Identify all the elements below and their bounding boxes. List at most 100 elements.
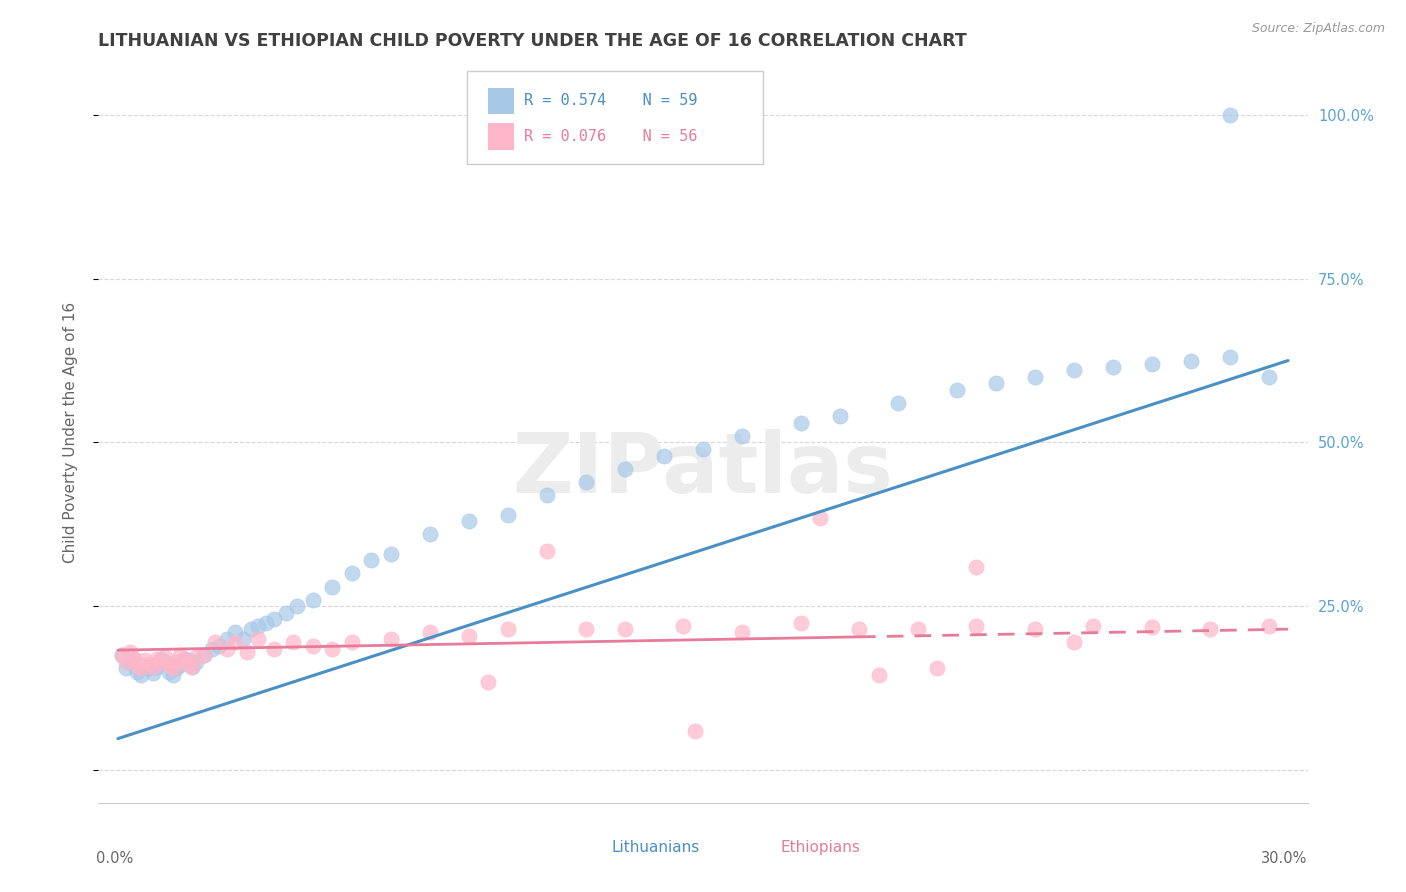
Text: 30.0%: 30.0% — [1261, 851, 1308, 866]
Point — [127, 665, 149, 679]
Point — [302, 639, 325, 653]
Point — [340, 566, 363, 581]
Point — [672, 619, 695, 633]
Point — [173, 651, 195, 665]
Text: 0.0%: 0.0% — [96, 851, 134, 866]
Point — [458, 514, 481, 528]
Point — [1024, 370, 1046, 384]
Point — [131, 668, 153, 682]
Point — [235, 645, 257, 659]
Point — [142, 666, 165, 681]
Point — [122, 651, 145, 665]
Bar — [488, 123, 515, 150]
Point — [477, 674, 499, 689]
Point — [380, 547, 402, 561]
Point — [868, 668, 890, 682]
Point — [263, 612, 285, 626]
Point — [848, 622, 870, 636]
Point — [181, 659, 204, 673]
Point — [157, 665, 180, 679]
Point — [157, 658, 180, 673]
Point — [683, 723, 706, 738]
Point — [193, 648, 215, 663]
Point — [162, 668, 184, 682]
Bar — [582, 838, 603, 858]
Point — [184, 655, 207, 669]
Point — [224, 635, 246, 649]
Point — [285, 599, 308, 614]
Text: Lithuanians: Lithuanians — [612, 839, 699, 855]
Point — [789, 416, 811, 430]
Point — [232, 632, 254, 646]
Point — [247, 619, 270, 633]
Point — [239, 622, 262, 636]
Point — [283, 635, 305, 649]
Point — [193, 648, 215, 663]
Point — [173, 653, 195, 667]
Point — [808, 510, 831, 524]
Point — [1257, 370, 1279, 384]
Point — [340, 635, 363, 649]
Text: ZIPatlas: ZIPatlas — [513, 429, 893, 510]
Point — [1063, 363, 1085, 377]
Bar — [751, 838, 773, 858]
Point — [419, 527, 441, 541]
Text: Ethiopians: Ethiopians — [780, 839, 860, 855]
Point — [496, 508, 519, 522]
Point — [1024, 622, 1046, 636]
Point — [118, 655, 141, 669]
Point — [887, 396, 910, 410]
Point — [111, 648, 134, 663]
Point — [153, 655, 176, 669]
Text: LITHUANIAN VS ETHIOPIAN CHILD POVERTY UNDER THE AGE OF 16 CORRELATION CHART: LITHUANIAN VS ETHIOPIAN CHILD POVERTY UN… — [98, 32, 967, 50]
Point — [162, 661, 184, 675]
Point — [131, 661, 153, 675]
Point — [153, 650, 176, 665]
Point — [118, 645, 141, 659]
Point — [965, 560, 987, 574]
Point — [458, 629, 481, 643]
Point — [1199, 622, 1222, 636]
Point — [169, 648, 191, 663]
Point — [138, 661, 160, 675]
Point — [1140, 620, 1163, 634]
Point — [536, 488, 558, 502]
Point — [208, 639, 231, 653]
Point — [360, 553, 382, 567]
Point — [731, 625, 754, 640]
Point — [1219, 108, 1241, 122]
Text: Source: ZipAtlas.com: Source: ZipAtlas.com — [1251, 22, 1385, 36]
Point — [380, 632, 402, 646]
Point — [1081, 619, 1104, 633]
FancyBboxPatch shape — [467, 71, 763, 164]
Point — [1101, 360, 1123, 375]
Point — [165, 655, 187, 669]
Point — [177, 653, 200, 667]
Point — [217, 641, 239, 656]
Text: R = 0.076    N = 56: R = 0.076 N = 56 — [524, 129, 697, 144]
Point — [1140, 357, 1163, 371]
Point — [907, 622, 929, 636]
Bar — [488, 87, 515, 114]
Point — [181, 659, 204, 673]
Point — [138, 657, 160, 671]
Point — [149, 651, 172, 665]
Point — [575, 622, 598, 636]
Point — [1180, 353, 1202, 368]
Point — [177, 657, 200, 671]
Point — [1219, 351, 1241, 365]
Point — [692, 442, 714, 456]
Point — [828, 409, 851, 424]
Point — [204, 635, 226, 649]
Text: R = 0.574    N = 59: R = 0.574 N = 59 — [524, 94, 697, 109]
Point — [127, 658, 149, 673]
Point — [731, 429, 754, 443]
Y-axis label: Child Poverty Under the Age of 16: Child Poverty Under the Age of 16 — [63, 302, 77, 563]
Point — [146, 651, 169, 665]
Point — [1063, 635, 1085, 649]
Point — [134, 658, 156, 673]
Point — [122, 651, 145, 665]
Point — [142, 659, 165, 673]
Point — [419, 625, 441, 640]
Point — [945, 383, 967, 397]
